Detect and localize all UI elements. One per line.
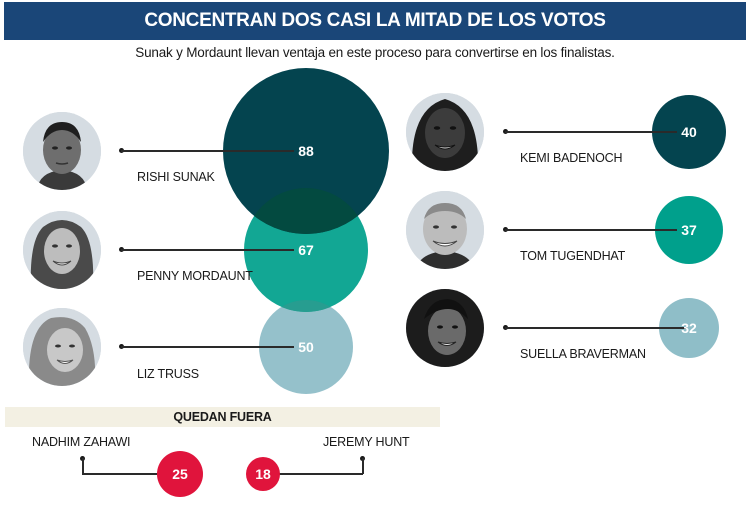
connector-line-tugendhat	[505, 229, 677, 231]
eliminated-title: QUEDAN FUERA	[5, 407, 440, 427]
candidate-name-mordaunt: PENNY MORDAUNT	[137, 269, 253, 283]
candidate-name-truss: LIZ TRUSS	[137, 367, 199, 381]
connector-line-braverman	[505, 327, 687, 329]
connector-hline-hunt	[270, 473, 363, 475]
connector-line-badenoch	[505, 131, 677, 133]
connector-vline-hunt	[362, 458, 364, 474]
candidate-name-sunak: RISHI SUNAK	[137, 170, 215, 184]
avatar-tugendhat	[406, 191, 484, 269]
portrait-liz-truss-icon	[23, 308, 101, 386]
avatar-truss	[23, 308, 101, 386]
connector-line-sunak	[121, 150, 294, 152]
portrait-suella-braverman-icon	[406, 289, 484, 367]
avatar-badenoch	[406, 93, 484, 171]
votes-mordaunt: 67	[298, 242, 314, 258]
votes-braverman: 32	[681, 320, 697, 336]
eliminated-name-zahawi: NADHIM ZAHAWI	[32, 435, 131, 449]
votes-badenoch: 40	[681, 124, 697, 140]
portrait-penny-mordaunt-icon	[23, 211, 101, 289]
chart-title: CONCENTRAN DOS CASI LA MITAD DE LOS VOTO…	[4, 2, 746, 40]
chart-subtitle: Sunak y Mordaunt llevan ventaja en este …	[135, 45, 615, 60]
bubble-zahawi	[157, 451, 203, 497]
votes-truss: 50	[298, 339, 314, 355]
connector-vline-zahawi	[82, 458, 84, 475]
avatar-sunak	[23, 112, 101, 190]
portrait-rishi-sunak-icon	[23, 112, 101, 190]
portrait-kemi-badenoch-icon	[406, 93, 484, 171]
avatar-braverman	[406, 289, 484, 367]
votes-tugendhat: 37	[681, 222, 697, 238]
votes-hunt: 18	[255, 466, 271, 482]
bubble-hunt	[246, 457, 280, 491]
avatar-mordaunt	[23, 211, 101, 289]
candidate-name-braverman: SUELLA BRAVERMAN	[520, 347, 646, 361]
connector-hline-zahawi	[82, 473, 160, 475]
eliminated-name-hunt: JEREMY HUNT	[323, 435, 410, 449]
votes-sunak: 88	[298, 143, 314, 159]
connector-line-truss	[121, 346, 294, 348]
candidate-name-tugendhat: TOM TUGENDHAT	[520, 249, 626, 263]
portrait-tom-tugendhat-icon	[406, 191, 484, 269]
votes-zahawi: 25	[172, 466, 188, 482]
candidate-name-badenoch: KEMI BADENOCH	[520, 151, 623, 165]
connector-line-mordaunt	[121, 249, 294, 251]
